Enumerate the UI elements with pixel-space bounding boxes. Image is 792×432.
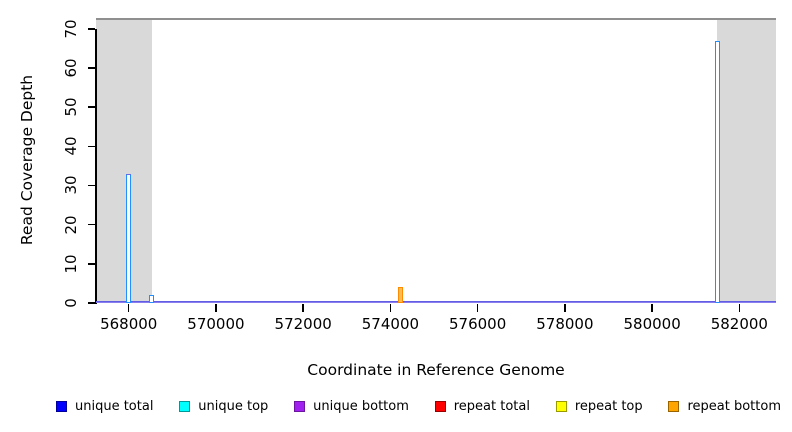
legend-swatch-icon xyxy=(434,400,446,412)
x-tick-label: 580000 xyxy=(623,315,681,333)
x-tick xyxy=(476,304,479,312)
y-tick-label: 10 xyxy=(62,254,80,274)
x-tick-label: 570000 xyxy=(187,315,245,333)
plot-top-border xyxy=(96,18,776,20)
legend: unique total unique top unique bottom repea… xyxy=(56,398,781,414)
legend-item: repeat total xyxy=(434,398,530,414)
legend-label: repeat bottom xyxy=(687,398,781,414)
legend-label: repeat top xyxy=(574,398,643,414)
legend-label: unique bottom xyxy=(313,398,409,414)
x-tick-label: 568000 xyxy=(100,315,158,333)
y-tick-label: 50 xyxy=(62,97,80,117)
y-tick xyxy=(88,106,95,108)
y-tick xyxy=(88,145,95,148)
y-tick-label: 60 xyxy=(62,58,80,78)
y-tick-label: 30 xyxy=(62,175,80,195)
y-tick-label: 0 xyxy=(62,298,80,308)
legend-label: repeat total xyxy=(453,398,530,414)
x-tick xyxy=(738,304,741,312)
shaded-region xyxy=(716,18,776,303)
legend-label: unique top xyxy=(198,398,269,414)
y-tick xyxy=(88,184,95,187)
x-tick-label: 572000 xyxy=(274,315,332,333)
legend-item: repeat top xyxy=(555,398,643,414)
x-tick xyxy=(215,304,217,312)
y-tick xyxy=(88,263,95,265)
y-tick-label: 20 xyxy=(62,215,80,235)
legend-label: unique total xyxy=(75,398,154,414)
y-axis-line xyxy=(95,28,97,305)
y-tick xyxy=(88,223,95,226)
y-tick xyxy=(88,302,95,304)
x-tick-label: 578000 xyxy=(536,315,594,333)
x-tick xyxy=(389,304,392,312)
legend-item: repeat bottom xyxy=(668,399,781,414)
legend-swatch-icon xyxy=(294,400,306,412)
x-axis-title: Coordinate in Reference Genome xyxy=(307,361,565,379)
y-tick xyxy=(88,67,95,69)
coverage-bar xyxy=(126,173,132,303)
coverage-bar xyxy=(397,287,403,303)
x-tick xyxy=(127,304,130,312)
y-tick-label: 40 xyxy=(62,136,80,156)
coverage-bar xyxy=(715,40,721,303)
legend-item: unique top xyxy=(179,399,268,414)
y-tick xyxy=(88,28,95,30)
coverage-bar xyxy=(149,295,155,303)
legend-swatch-icon xyxy=(56,400,67,412)
legend-swatch-icon xyxy=(668,400,680,412)
x-tick xyxy=(564,304,566,312)
legend-item: unique total xyxy=(56,399,153,414)
x-tick-label: 582000 xyxy=(710,315,768,333)
legend-swatch-icon xyxy=(179,400,191,412)
shaded-region xyxy=(96,18,153,303)
x-tick xyxy=(302,304,304,312)
x-tick-label: 576000 xyxy=(449,315,507,333)
x-tick xyxy=(651,304,653,312)
baseline-coverage-line xyxy=(96,301,776,303)
legend-swatch-icon xyxy=(555,400,567,412)
legend-item: unique bottom xyxy=(294,399,409,414)
y-tick-label: 70 xyxy=(62,19,80,39)
x-tick-label: 574000 xyxy=(361,315,420,333)
